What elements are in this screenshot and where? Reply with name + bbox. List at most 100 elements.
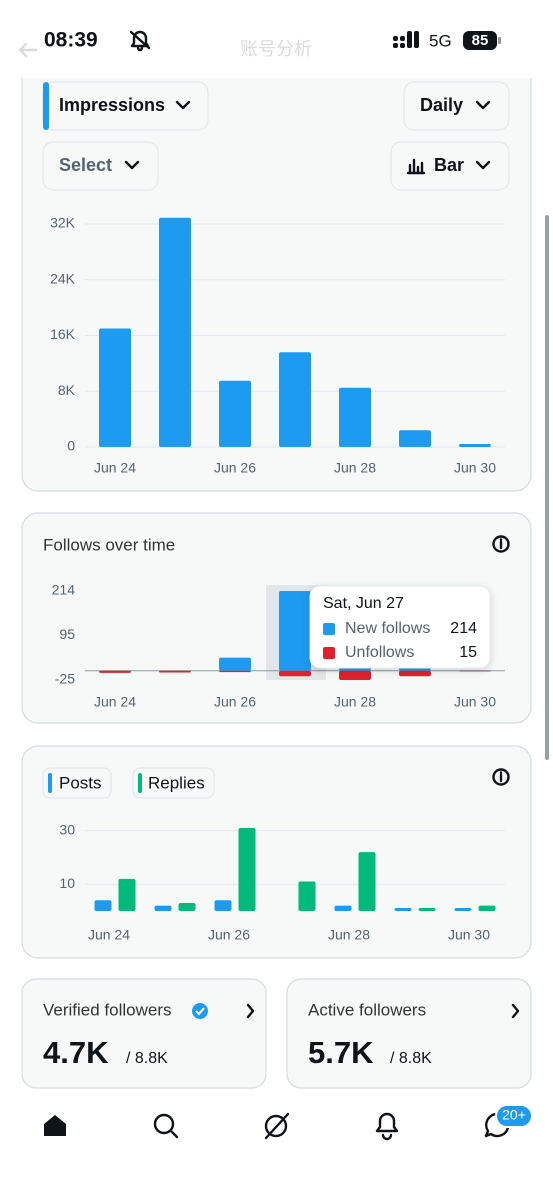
mute-icon [129, 30, 151, 52]
x-tick-label: Jun 30 [448, 927, 490, 943]
bar [238, 828, 256, 911]
tooltip [309, 585, 491, 669]
style-dropdown[interactable] [390, 141, 510, 191]
chevron [475, 100, 491, 110]
bar [219, 657, 251, 671]
y-tick-label: 30 [59, 821, 75, 837]
bar [94, 900, 112, 911]
y-tick-label: 10 [59, 875, 75, 891]
nav-home[interactable] [44, 1115, 66, 1136]
nav-search[interactable] [153, 1113, 179, 1139]
nav-notifications[interactable] [375, 1112, 399, 1141]
y-tick-label: 0 [67, 438, 75, 454]
y-tick-label: -25 [55, 671, 75, 687]
x-tick-label: Jun 24 [94, 460, 136, 476]
interval-label: Daily [420, 95, 463, 115]
x-tick-label: Jun 30 [454, 694, 496, 710]
filter-label: Select [59, 155, 112, 175]
y-tick-label: 214 [52, 582, 76, 598]
legend-label: Replies [148, 773, 205, 792]
metric-marker [43, 82, 49, 130]
filter-dropdown[interactable] [42, 141, 159, 191]
bar [399, 670, 431, 677]
card-value: 4.7K [43, 1035, 109, 1070]
bar [279, 352, 311, 447]
bar [99, 328, 131, 447]
tooltip-title: Sat, Jun 27 [323, 595, 404, 612]
bar [418, 908, 436, 911]
bar [214, 900, 232, 911]
bar [478, 905, 496, 911]
card-title: Active followers [308, 1000, 426, 1019]
info-icon[interactable] [492, 535, 510, 553]
x-tick-label: Jun 28 [328, 927, 370, 943]
status-time: 08:39 [44, 29, 98, 52]
chevron [246, 1003, 255, 1019]
battery-tip [498, 37, 501, 44]
tooltip-swatch [323, 623, 335, 635]
y-tick-label: 32K [50, 215, 76, 231]
bar [339, 387, 371, 447]
bar [178, 902, 196, 911]
badge [495, 1104, 533, 1128]
bar [159, 217, 191, 447]
bar [358, 852, 376, 911]
tooltip-series-name: New follows [345, 620, 430, 637]
x-tick-label: Jun 28 [334, 694, 376, 710]
x-tick-label: Jun 24 [88, 927, 130, 943]
battery [463, 31, 497, 50]
legend-swatch [48, 773, 52, 793]
network: 5G [429, 31, 452, 50]
tooltip-swatch [323, 647, 335, 659]
bar [219, 670, 251, 673]
y-tick-label: 24K [50, 270, 76, 286]
bar [279, 591, 311, 671]
verified-card[interactable] [21, 978, 267, 1089]
bar [399, 430, 431, 447]
metric-label: Impressions [59, 95, 165, 115]
chart-title: Follows over time [43, 535, 175, 554]
signal-icon [393, 31, 419, 48]
style-label: Bar [434, 155, 464, 175]
card-total: / 8.8K [126, 1050, 168, 1067]
y-tick-label: 8K [58, 382, 76, 398]
scrollbar [545, 215, 549, 760]
card-total: / 8.8K [390, 1050, 432, 1067]
legend-label: Posts [59, 773, 102, 792]
back-button[interactable] [18, 42, 38, 58]
bar [459, 670, 491, 672]
chevron [475, 160, 491, 170]
x-tick-label: Jun 24 [94, 694, 136, 710]
active-card[interactable] [286, 978, 532, 1089]
interval-dropdown[interactable] [403, 81, 510, 131]
nav-grok[interactable] [264, 1112, 290, 1140]
bar [279, 670, 311, 677]
header-title: 账号分析 [240, 39, 312, 59]
x-tick-label: Jun 28 [334, 460, 376, 476]
bar [154, 905, 172, 911]
x-tick-label: Jun 26 [214, 694, 256, 710]
bar [454, 908, 472, 911]
info-icon[interactable] [492, 768, 510, 786]
legend-chip[interactable] [132, 767, 215, 799]
bar [298, 881, 316, 911]
chevron [175, 100, 191, 110]
bar [334, 905, 352, 911]
card-value: 5.7K [308, 1035, 374, 1070]
badge-label: 20+ [502, 1107, 526, 1123]
card-title: Verified followers [43, 1000, 172, 1019]
x-tick-label: Jun 30 [454, 460, 496, 476]
legend-chip[interactable] [42, 767, 112, 799]
bar [459, 444, 491, 447]
battery-level: 85 [472, 32, 489, 49]
y-tick-label: 16K [50, 326, 76, 342]
bar [118, 878, 136, 911]
verified-badge [192, 1003, 208, 1019]
chevron [124, 160, 140, 170]
legend-swatch [138, 773, 142, 793]
bar [219, 380, 251, 447]
tooltip-value: 15 [459, 644, 477, 661]
posts-card [21, 745, 532, 959]
